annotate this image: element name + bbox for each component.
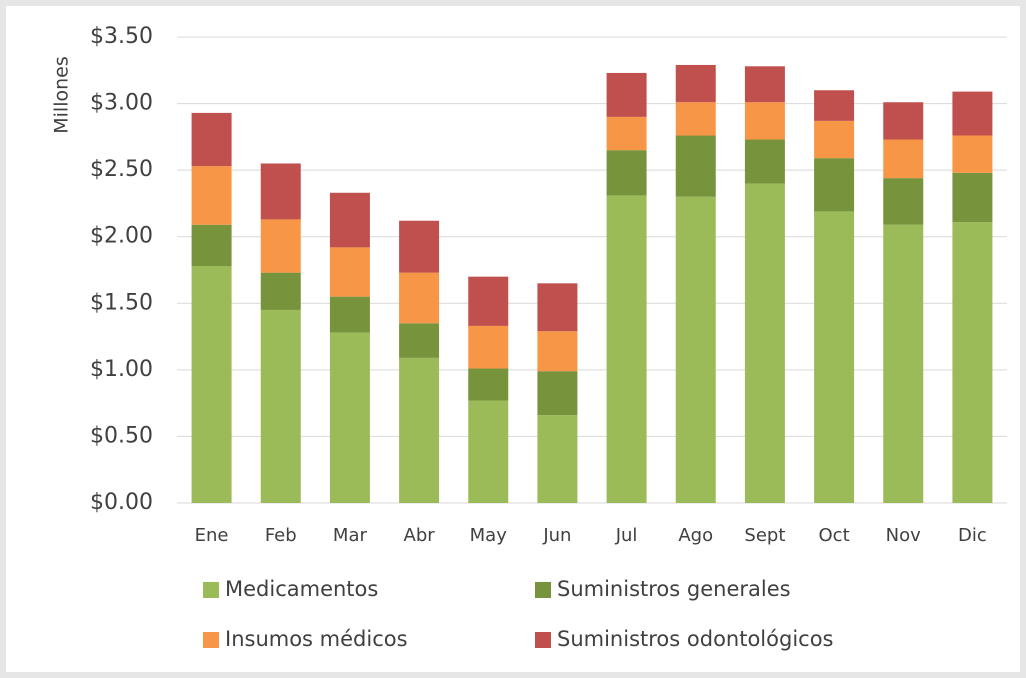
x-tick-label: Ene [195, 525, 229, 546]
bar-segment [260, 309, 301, 503]
y-tick-label: $0.00 [90, 490, 153, 515]
bar-segment [883, 178, 924, 225]
bar-segment [191, 266, 232, 503]
y-tick-label: $2.00 [90, 224, 153, 249]
x-tick-label: Oct [819, 525, 850, 546]
bar-segment [329, 332, 370, 503]
y-tick-label: $3.00 [90, 91, 153, 116]
bar-segment [952, 135, 993, 173]
bar-segment [537, 331, 578, 372]
bar-segment [329, 192, 370, 248]
bar-segment [952, 222, 993, 503]
bar-segment [537, 371, 578, 416]
legend-swatch [203, 632, 219, 648]
x-tick-label: Feb [265, 525, 297, 546]
bar-segment [260, 272, 301, 310]
x-tick-label: Mar [333, 525, 368, 546]
bar-segment [468, 368, 509, 401]
bar-segment [744, 139, 785, 184]
bar-segment [675, 135, 716, 197]
bar-segment [537, 415, 578, 503]
legend-label: Insumos médicos [225, 627, 408, 651]
bar-segment [744, 183, 785, 503]
x-tick-label: Jun [542, 525, 571, 546]
bar-segment [744, 66, 785, 103]
y-tick-label: $2.50 [90, 157, 153, 182]
bar-segment [260, 163, 301, 220]
bar-segment [191, 224, 232, 267]
bar-segment [883, 224, 924, 503]
x-tick-label: Sept [744, 525, 785, 546]
bar-segment [399, 272, 440, 324]
y-tick-label: $3.50 [90, 24, 153, 49]
bar-segment [814, 120, 855, 159]
y-tick-label: $1.50 [90, 290, 153, 315]
x-tick-label: Ago [678, 525, 713, 546]
legend-swatch [535, 632, 551, 648]
bar-segment [744, 102, 785, 140]
bar-segment [399, 323, 440, 358]
bar-segment [606, 116, 647, 151]
bar-segment [814, 90, 855, 121]
bar-segment [883, 102, 924, 140]
bar-segment [191, 112, 232, 167]
bar-segment [675, 102, 716, 136]
x-tick-label: Dic [958, 525, 987, 546]
bar-segment [814, 211, 855, 503]
bar-segment [606, 195, 647, 503]
bar-segment [814, 158, 855, 212]
bar-segment [191, 166, 232, 225]
bar-segment [260, 219, 301, 273]
bar-segment [675, 64, 716, 103]
bar-segment [468, 325, 509, 369]
legend-swatch [203, 582, 219, 598]
legend-label: Medicamentos [225, 577, 378, 601]
x-tick-label: Nov [886, 525, 921, 546]
bar-segment [606, 150, 647, 196]
x-tick-label: May [470, 525, 508, 546]
x-tick-label: Abr [404, 525, 436, 546]
x-tick-label: Jul [615, 525, 638, 546]
y-tick-label: $1.00 [90, 357, 153, 382]
legend-label: Suministros generales [557, 577, 791, 601]
chart-area [6, 6, 1020, 672]
bar-segment [468, 276, 509, 326]
bar-segment [537, 283, 578, 332]
bar-segment [329, 247, 370, 297]
y-axis-label: Millones [51, 56, 73, 133]
legend-label: Suministros odontológicos [557, 627, 834, 651]
bar-segment [883, 139, 924, 179]
bar-segment [675, 196, 716, 503]
bar-segment [468, 400, 509, 503]
bar-segment [952, 91, 993, 136]
y-tick-label: $0.50 [90, 423, 153, 448]
bar-segment [399, 357, 440, 503]
bar-segment [952, 172, 993, 223]
legend-swatch [535, 582, 551, 598]
bar-segment [606, 72, 647, 117]
bar-segment [329, 296, 370, 333]
bar-segment [399, 220, 440, 273]
